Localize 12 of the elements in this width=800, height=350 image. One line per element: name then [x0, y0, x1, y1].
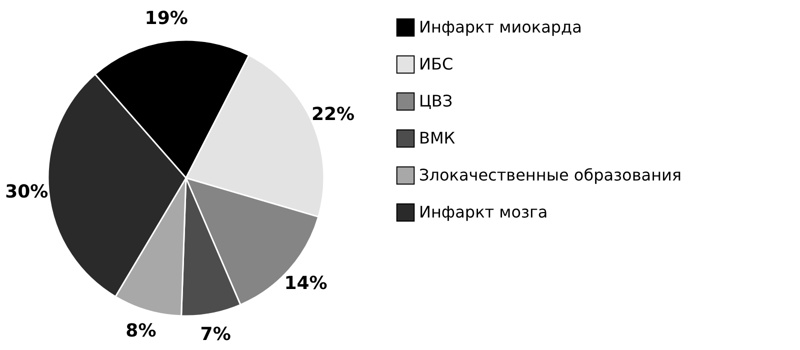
data-label: 22%	[311, 104, 355, 125]
data-label: 30%	[5, 182, 48, 203]
legend-label: Злокачественные образования	[419, 166, 682, 184]
data-label: 7%	[200, 324, 231, 346]
data-label: 14%	[284, 273, 328, 294]
legend-label: Инфаркт мозга	[419, 202, 548, 222]
data-label: 8%	[126, 320, 156, 342]
legend-label: ИБС	[419, 54, 454, 74]
legend-label: Инфаркт миокарда	[419, 18, 582, 36]
legend-label: ВМК	[419, 128, 456, 148]
legend-label: ЦВЗ	[419, 92, 453, 110]
data-label: 19%	[144, 8, 188, 30]
